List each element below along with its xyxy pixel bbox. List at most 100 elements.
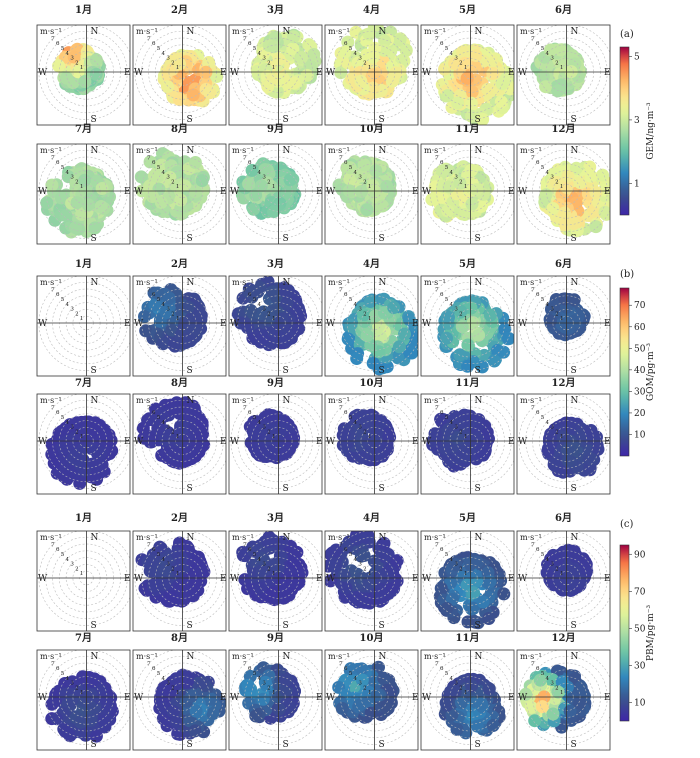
radial-unit-label: m·s⁻¹ [40,146,62,155]
data-point [589,220,603,234]
data-point [375,569,389,583]
radial-tick-label: 1 [464,65,468,71]
data-point [556,465,570,479]
radial-tick-label: 1 [560,316,564,322]
data-point [380,180,394,193]
panel-frame [228,275,323,377]
colorbar-label: GOM/pg·m⁻³ [646,343,656,401]
radial-tick-label: 2 [459,60,463,66]
radial-tick-label: 5 [445,552,449,558]
data-point [389,66,403,80]
data-point [88,221,102,235]
radial-tick-label: 5 [445,297,449,303]
radial-tick-label: 3 [70,56,74,62]
data-point [59,209,73,223]
data-point [272,331,286,345]
data-point [350,352,364,365]
radial-tick-label: 3 [454,175,458,181]
radial-tick-label: 2 [555,60,559,66]
radial-tick-label: 6 [440,160,444,166]
data-point [554,43,567,57]
data-point [585,452,599,466]
data-point [390,554,404,568]
radial-tick-label: 3 [70,307,74,313]
compass-n: N [187,27,195,37]
radial-tick-label: 7 [435,287,439,293]
compass-n: N [283,278,291,288]
compass-s: S [475,234,481,244]
data-point [472,328,486,342]
radial-tick-label: 5 [157,46,161,52]
data-point [448,57,462,71]
compass-w: W [326,574,336,584]
radial-tick-label: 1 [80,571,84,577]
data-point [182,446,196,460]
radial-tick-label: 5 [349,297,353,303]
compass-s: S [283,234,289,244]
data-point [271,439,285,453]
radial-tick-label: 2 [363,566,367,572]
compass-e: E [316,574,323,584]
compass-n: N [91,27,99,37]
compass-s: S [379,621,385,631]
data-point [78,173,92,187]
radial-tick-label: 7 [51,405,55,411]
radial-tick-label: 5 [253,415,257,421]
radial-tick-label: 5 [349,46,353,52]
data-point [456,45,470,59]
data-point [354,185,368,198]
data-point [189,185,202,199]
data-point [210,70,224,83]
data-point [483,575,497,589]
data-point [275,422,289,436]
compass-w: W [326,187,336,197]
compass-n: N [379,27,387,37]
radial-unit-label: m·s⁻¹ [328,278,350,287]
compass-e: E [316,319,323,329]
radial-tick-label: 3 [166,175,170,181]
compass-e: E [604,68,611,78]
data-point [159,306,173,320]
compass-e: E [124,319,131,329]
data-point [368,25,382,33]
radial-tick-label: 2 [363,60,367,66]
panel-frame [228,24,323,126]
compass-n: N [91,146,99,156]
data-point [341,332,355,346]
compass-s: S [475,484,481,494]
radial-tick-label: 7 [51,36,55,42]
panel-frame [324,24,419,126]
radial-tick-label: 6 [440,547,444,553]
radial-tick-label: 4 [162,302,166,308]
radial-tick-label: 5 [349,415,353,421]
data-point [329,544,343,558]
data-point [465,197,479,211]
compass-e: E [220,187,227,197]
data-point [440,310,454,324]
radial-tick-label: 2 [75,429,79,435]
data-point [391,351,405,365]
colorbar-tick-label: 40 [634,366,646,376]
data-point [480,428,494,442]
month-title: 1月 [75,258,92,270]
data-point [141,555,155,569]
radial-tick-label: 1 [368,316,372,322]
radial-tick-label: 4 [546,302,550,308]
data-point [94,446,108,460]
data-point [258,163,272,177]
data-point [591,442,605,456]
data-point [167,402,181,416]
radial-tick-label: 1 [368,184,372,190]
radial-tick-label: 4 [450,170,454,176]
data-point [89,67,103,81]
compass-e: E [412,574,419,584]
radial-tick-label: 6 [56,292,60,298]
data-point [262,448,276,462]
data-point [348,410,362,424]
data-points [235,157,302,220]
